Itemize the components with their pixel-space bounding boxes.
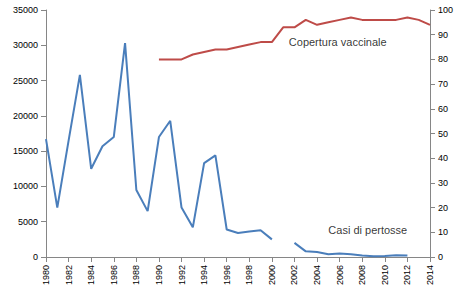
svg-text:1996: 1996 [222, 265, 232, 285]
svg-text:1998: 1998 [244, 265, 254, 285]
svg-text:2004: 2004 [312, 265, 322, 285]
svg-text:2014: 2014 [425, 265, 435, 285]
svg-text:1988: 1988 [131, 265, 141, 285]
svg-text:35000: 35000 [13, 5, 38, 15]
svg-text:0: 0 [33, 252, 38, 262]
svg-text:1982: 1982 [64, 265, 74, 285]
svg-text:1980: 1980 [41, 265, 51, 285]
svg-text:30000: 30000 [13, 40, 38, 50]
svg-text:10: 10 [438, 227, 448, 237]
svg-text:2006: 2006 [335, 265, 345, 285]
svg-text:1992: 1992 [177, 265, 187, 285]
svg-text:40: 40 [438, 153, 448, 163]
svg-text:25000: 25000 [13, 76, 38, 86]
svg-text:80: 80 [438, 54, 448, 64]
svg-text:100: 100 [438, 5, 453, 15]
svg-text:5000: 5000 [18, 217, 38, 227]
svg-text:30: 30 [438, 178, 448, 188]
svg-text:90: 90 [438, 30, 448, 40]
svg-text:10000: 10000 [13, 181, 38, 191]
svg-text:70: 70 [438, 79, 448, 89]
svg-text:1994: 1994 [199, 265, 209, 285]
svg-text:50: 50 [438, 129, 448, 139]
svg-text:Copertura vaccinale: Copertura vaccinale [289, 36, 387, 48]
svg-text:60: 60 [438, 104, 448, 114]
svg-text:1984: 1984 [86, 265, 96, 285]
svg-text:Casi di pertosse: Casi di pertosse [328, 224, 407, 236]
svg-text:1986: 1986 [109, 265, 119, 285]
svg-text:1990: 1990 [154, 265, 164, 285]
svg-text:2008: 2008 [357, 265, 367, 285]
svg-text:2012: 2012 [402, 265, 412, 285]
svg-text:2010: 2010 [380, 265, 390, 285]
svg-text:2000: 2000 [267, 265, 277, 285]
svg-text:2002: 2002 [289, 265, 299, 285]
svg-text:15000: 15000 [13, 146, 38, 156]
svg-text:0: 0 [438, 252, 443, 262]
svg-text:20: 20 [438, 203, 448, 213]
svg-text:20000: 20000 [13, 111, 38, 121]
